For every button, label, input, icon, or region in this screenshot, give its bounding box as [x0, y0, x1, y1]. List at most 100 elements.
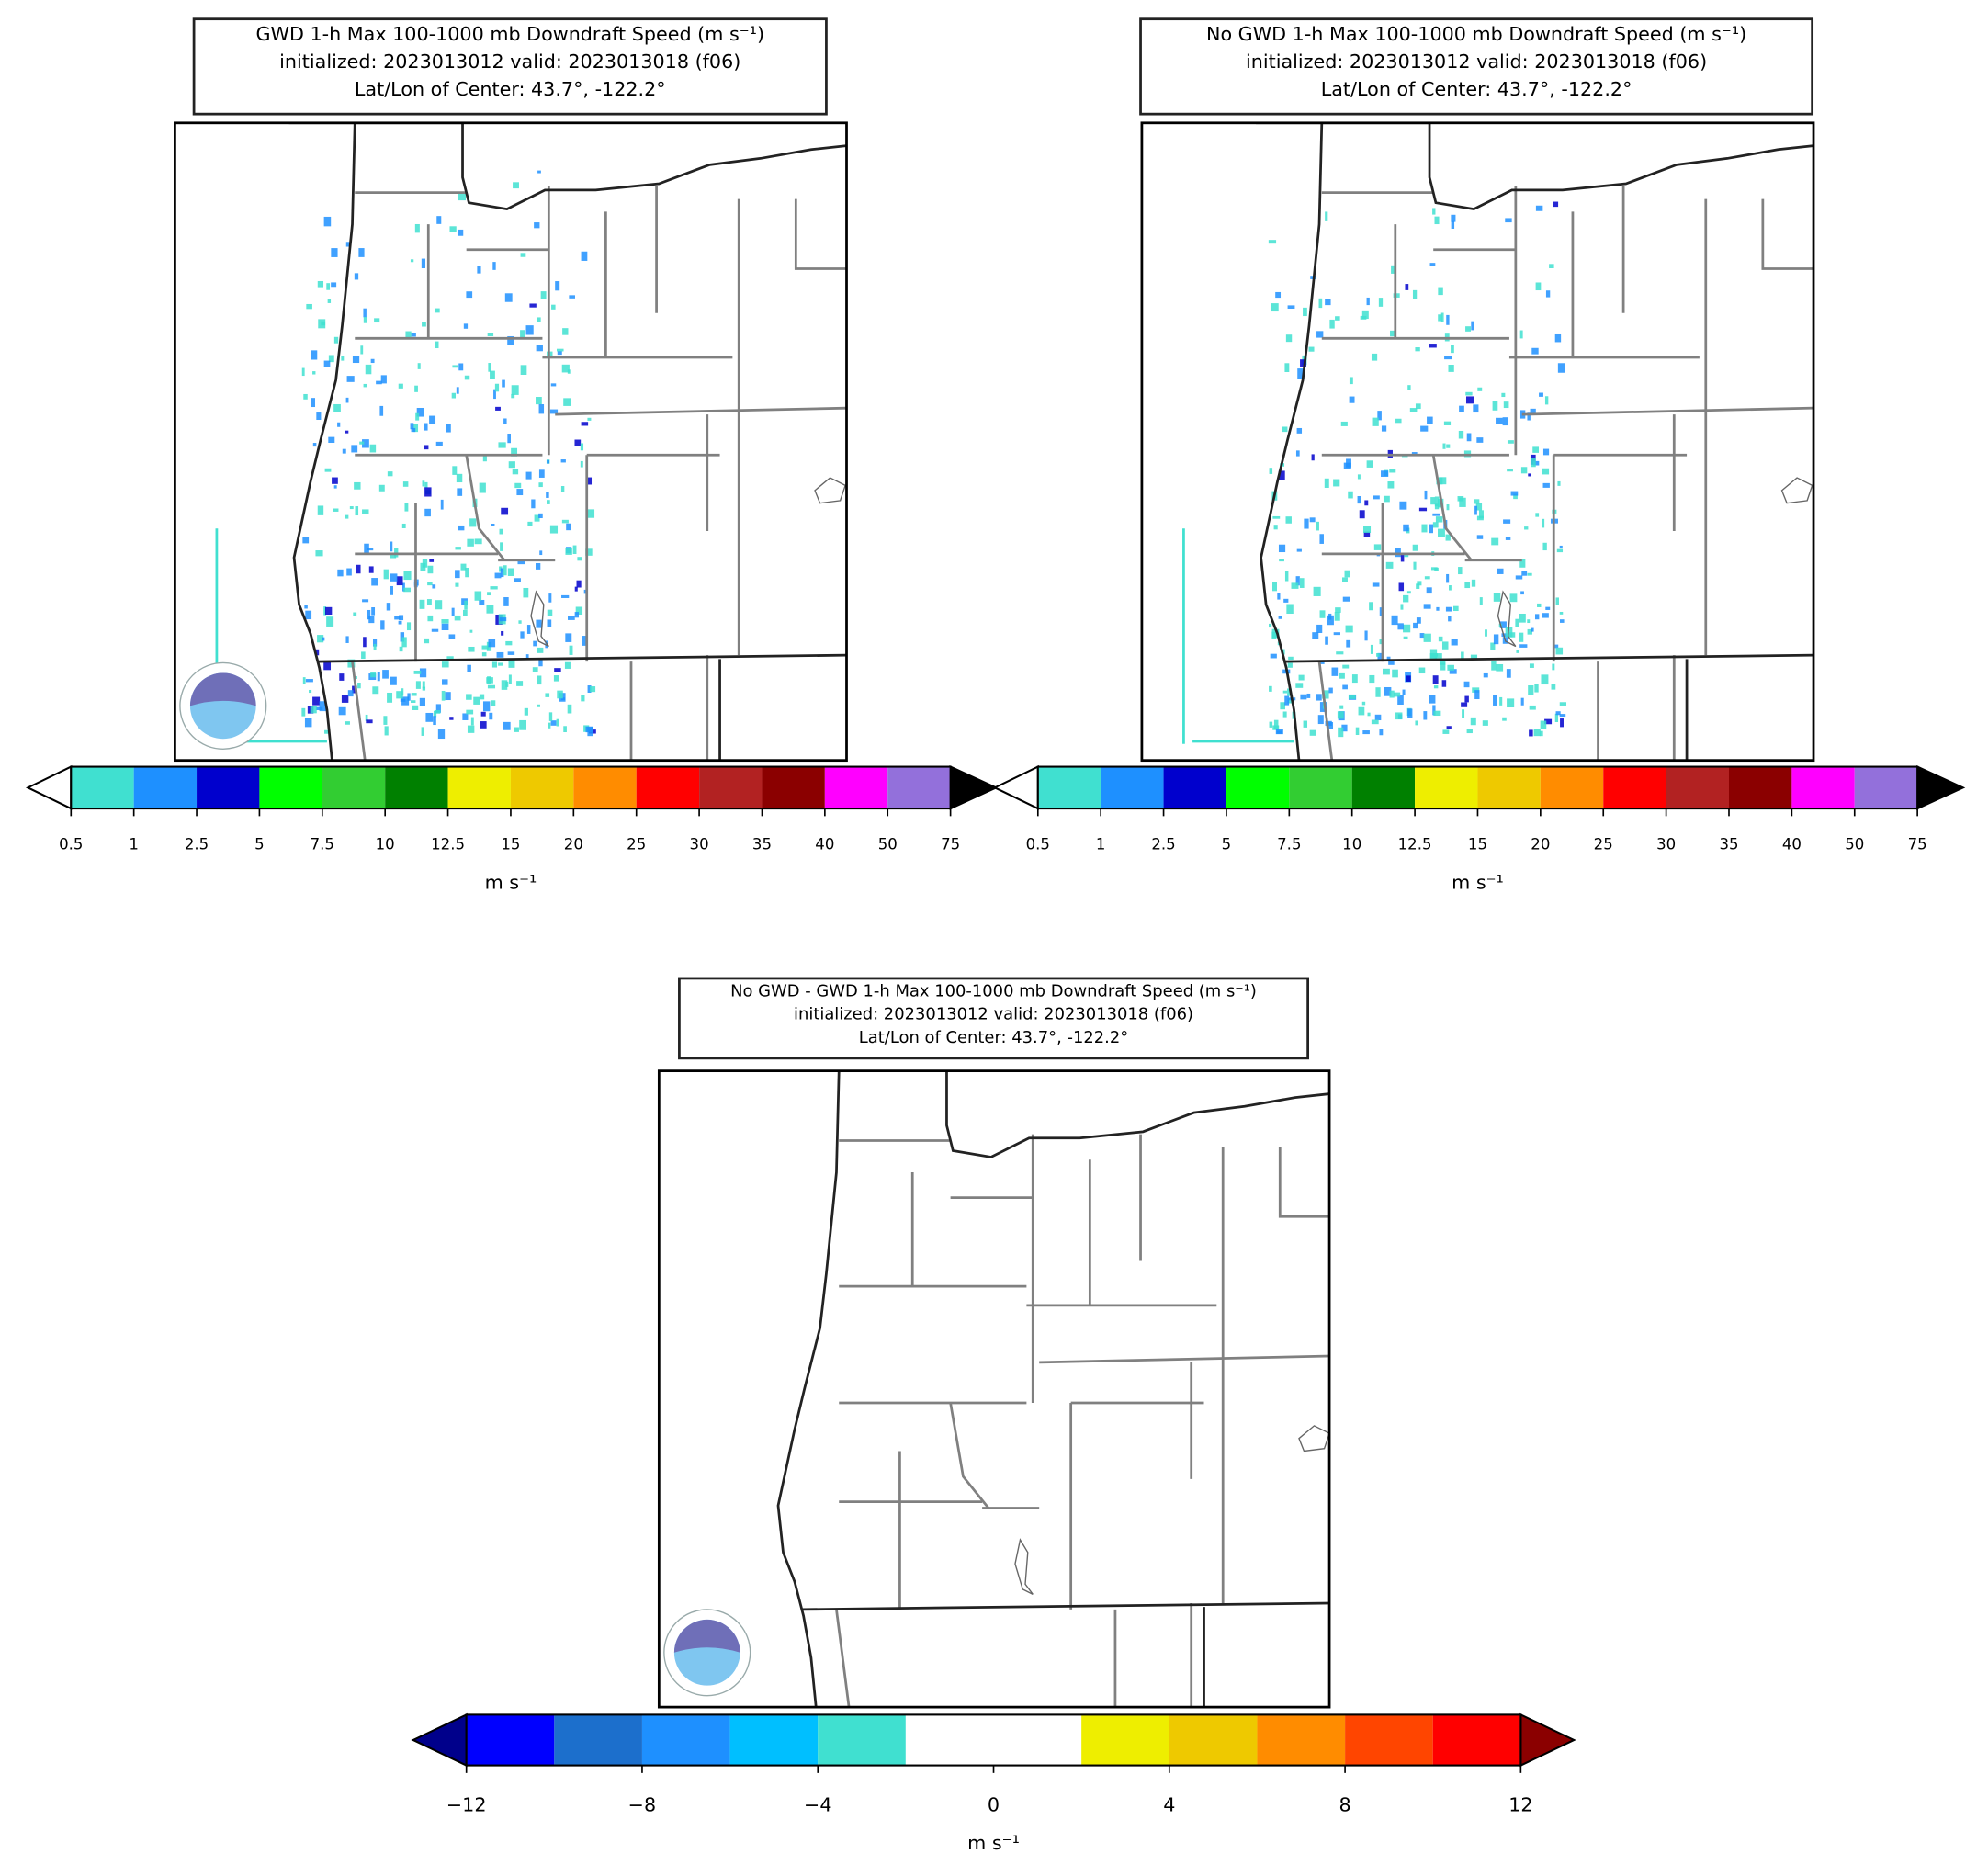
- field-speck: [1348, 491, 1353, 499]
- colorbar-cell: [554, 1714, 642, 1766]
- field-speck: [1402, 689, 1406, 695]
- colorbar-tick-label: 15: [501, 836, 520, 853]
- field-speck: [304, 718, 312, 728]
- field-speck: [1342, 664, 1350, 669]
- field-speck: [301, 367, 305, 377]
- field-speck: [474, 538, 482, 545]
- field-speck: [352, 356, 360, 364]
- field-speck: [526, 625, 531, 634]
- coastline: [776, 1070, 841, 1708]
- field-speck: [567, 704, 572, 714]
- field-speck: [1513, 493, 1518, 500]
- colorbar-tick-label: 40: [1782, 836, 1802, 853]
- field-speck: [429, 559, 435, 562]
- colorbar-tick-label: 25: [627, 836, 646, 853]
- field-speck: [1397, 695, 1404, 705]
- field-speck: [487, 684, 496, 689]
- field-speck: [1325, 636, 1328, 645]
- field-speck: [1447, 664, 1454, 671]
- field-speck: [1470, 654, 1478, 659]
- field-speck: [349, 506, 354, 510]
- field-speck: [1505, 218, 1512, 223]
- field-speck: [1535, 205, 1543, 211]
- field-speck: [351, 445, 358, 453]
- colorbar-cell: [636, 766, 700, 809]
- field-speck: [357, 683, 361, 689]
- field-speck: [1476, 515, 1484, 521]
- colorbar-tick-label: 30: [690, 836, 709, 853]
- field-speck: [1432, 522, 1439, 528]
- field-speck: [1542, 542, 1547, 551]
- field-speck: [1519, 632, 1524, 642]
- field-speck: [533, 640, 537, 647]
- field-speck: [1337, 711, 1344, 719]
- colorbar-cell: [466, 1714, 555, 1766]
- field-speck: [1503, 519, 1511, 524]
- field-speck: [1364, 500, 1369, 506]
- field-speck: [1344, 570, 1350, 578]
- field-speck: [382, 670, 389, 679]
- field-speck: [1399, 501, 1407, 510]
- field-speck: [1280, 702, 1285, 710]
- field-speck: [435, 704, 441, 713]
- field-speck: [463, 609, 468, 616]
- field-speck: [1496, 663, 1504, 672]
- field-speck: [449, 717, 454, 720]
- field-speck: [1496, 417, 1503, 424]
- field-speck: [371, 578, 378, 586]
- field-speck: [1529, 705, 1536, 710]
- field-speck: [1424, 490, 1428, 500]
- field-speck: [540, 291, 547, 299]
- field-speck: [538, 658, 543, 667]
- field-speck: [568, 616, 575, 620]
- field-speck: [503, 418, 507, 424]
- field-speck: [587, 727, 593, 737]
- field-speck: [410, 423, 414, 430]
- field-speck: [1407, 708, 1413, 718]
- field-speck: [1476, 535, 1484, 539]
- field-speck: [362, 599, 369, 603]
- field-speck: [1336, 651, 1344, 655]
- field-speck: [1278, 616, 1282, 619]
- field-speck: [1319, 534, 1324, 544]
- title-line: No GWD - GWD 1-h Max 100-1000 mb Downdra…: [730, 981, 1257, 1000]
- field-speck: [564, 661, 571, 669]
- field-speck: [1376, 653, 1380, 657]
- field-speck: [490, 586, 498, 590]
- field-speck: [373, 643, 377, 651]
- field-speck: [1306, 693, 1311, 698]
- map-frame: [174, 121, 848, 763]
- field-speck: [1474, 690, 1480, 700]
- field-speck: [1284, 571, 1289, 582]
- field-speck: [1540, 720, 1547, 729]
- field-speck: [489, 712, 493, 720]
- field-speck: [1461, 702, 1468, 707]
- field-speck: [501, 680, 508, 690]
- field-speck: [525, 471, 532, 480]
- field-speck: [1287, 305, 1295, 309]
- field-speck: [1545, 606, 1551, 610]
- colorbar-tick-label: 12.5: [1398, 836, 1432, 853]
- field-speck: [550, 720, 557, 726]
- field-speck: [1520, 591, 1524, 595]
- field-speck: [562, 328, 569, 335]
- field-speck: [1527, 619, 1531, 624]
- field-speck: [1366, 460, 1373, 468]
- field-speck: [560, 486, 565, 492]
- field-speck: [354, 481, 361, 490]
- colorbar-cell: [71, 766, 134, 809]
- field-speck: [1334, 612, 1340, 621]
- field-speck: [477, 266, 481, 274]
- field-speck: [363, 308, 367, 318]
- field-speck: [1474, 505, 1477, 515]
- field-speck: [458, 229, 464, 236]
- field-speck: [1384, 686, 1392, 696]
- field-speck: [346, 376, 355, 382]
- field-speck: [525, 325, 534, 335]
- field-speck: [387, 471, 393, 477]
- field-speck: [412, 705, 419, 710]
- field-speck: [576, 580, 582, 588]
- field-speck: [560, 459, 566, 463]
- field-speck: [538, 482, 543, 488]
- field-speck: [1325, 211, 1328, 221]
